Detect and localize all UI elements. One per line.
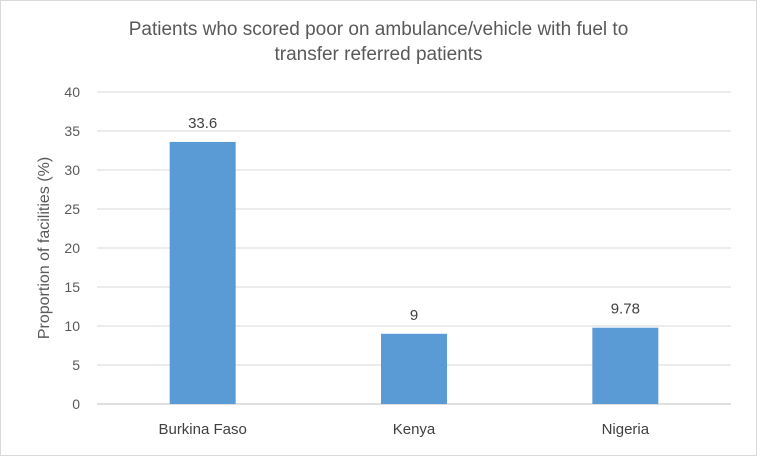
category-labels: Burkina Faso Kenya Nigeria <box>158 421 649 438</box>
y-tick-label: 35 <box>64 123 80 139</box>
y-tick-label: 40 <box>64 84 80 100</box>
category-label: Burkina Faso <box>158 421 246 438</box>
y-tick-label: 0 <box>72 396 80 412</box>
bar <box>381 333 447 404</box>
data-label: 9.78 <box>611 301 640 318</box>
y-tick-labels: 0 5 10 15 20 25 30 35 40 <box>64 84 80 412</box>
data-labels: 33.6 9 9.78 <box>188 115 640 324</box>
y-axis-label: Proportion of facilities (%) <box>36 157 53 339</box>
bars <box>169 141 659 405</box>
bar <box>169 141 236 405</box>
y-tick-label: 30 <box>64 162 80 178</box>
category-label: Nigeria <box>602 421 650 438</box>
y-tick-label: 5 <box>72 357 80 373</box>
data-label: 9 <box>410 307 418 324</box>
y-tick-label: 10 <box>64 318 80 334</box>
category-label: Kenya <box>393 421 436 438</box>
data-label: 33.6 <box>188 115 217 132</box>
bar <box>592 327 659 404</box>
y-tick-label: 15 <box>64 279 80 295</box>
chart-title-line-2: transfer referred patients <box>274 44 483 65</box>
y-tick-label: 20 <box>64 240 80 256</box>
y-tick-label: 25 <box>64 201 80 217</box>
chart-title-line-1: Patients who scored poor on ambulance/ve… <box>128 19 629 40</box>
